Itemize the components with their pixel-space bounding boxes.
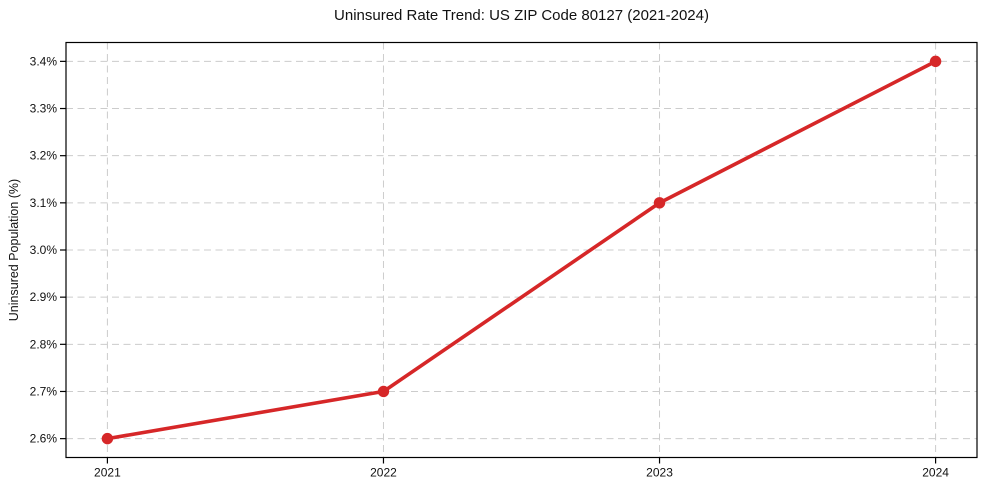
y-tick-label: 3.1% bbox=[30, 196, 58, 210]
y-tick-label: 2.7% bbox=[30, 384, 58, 398]
y-tick-label: 2.6% bbox=[30, 432, 58, 446]
data-point-2021 bbox=[101, 432, 114, 445]
x-tick-label: 2021 bbox=[94, 466, 121, 480]
y-tick-label: 3.0% bbox=[30, 243, 58, 257]
trend-line bbox=[105, 59, 938, 441]
data-point-2023 bbox=[653, 197, 666, 209]
x-tick-label: 2024 bbox=[922, 466, 949, 480]
y-tick-label: 2.9% bbox=[30, 290, 58, 304]
chart-title: Uninsured Rate Trend: US ZIP Code 80127 … bbox=[334, 7, 709, 24]
data-point-2022 bbox=[377, 385, 390, 398]
y-tick-label: 3.4% bbox=[30, 54, 58, 68]
x-tick-label: 2022 bbox=[370, 466, 397, 480]
y-tick-label: 2.8% bbox=[30, 337, 58, 351]
y-tick-label: 3.2% bbox=[30, 149, 58, 163]
data-point-2024 bbox=[929, 55, 942, 68]
x-tick-label: 2023 bbox=[646, 466, 673, 480]
y-tick-label: 3.3% bbox=[30, 102, 58, 116]
